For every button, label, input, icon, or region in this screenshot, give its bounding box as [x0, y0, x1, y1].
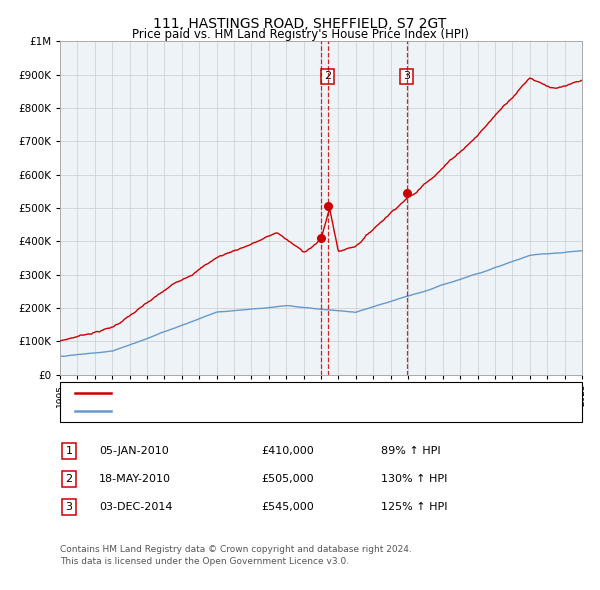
Text: 3: 3 [65, 502, 73, 512]
Text: 18-MAY-2010: 18-MAY-2010 [99, 474, 171, 484]
Text: HPI: Average price, detached house, Sheffield: HPI: Average price, detached house, Shef… [117, 405, 346, 415]
Text: 2: 2 [324, 71, 331, 81]
Text: 111, HASTINGS ROAD, SHEFFIELD, S7 2GT: 111, HASTINGS ROAD, SHEFFIELD, S7 2GT [154, 17, 446, 31]
Text: 130% ↑ HPI: 130% ↑ HPI [381, 474, 448, 484]
Text: 2: 2 [65, 474, 73, 484]
Text: £545,000: £545,000 [261, 502, 314, 512]
Text: 3: 3 [403, 71, 410, 81]
Text: 03-DEC-2014: 03-DEC-2014 [99, 502, 173, 512]
Text: Price paid vs. HM Land Registry's House Price Index (HPI): Price paid vs. HM Land Registry's House … [131, 28, 469, 41]
Text: 05-JAN-2010: 05-JAN-2010 [99, 447, 169, 456]
Text: 125% ↑ HPI: 125% ↑ HPI [381, 502, 448, 512]
Text: This data is licensed under the Open Government Licence v3.0.: This data is licensed under the Open Gov… [60, 557, 349, 566]
Text: 1: 1 [65, 447, 73, 456]
Text: 89% ↑ HPI: 89% ↑ HPI [381, 447, 440, 456]
Text: £505,000: £505,000 [261, 474, 314, 484]
Text: £410,000: £410,000 [261, 447, 314, 456]
Text: Contains HM Land Registry data © Crown copyright and database right 2024.: Contains HM Land Registry data © Crown c… [60, 545, 412, 555]
Text: 111, HASTINGS ROAD, SHEFFIELD, S7 2GT (detached house): 111, HASTINGS ROAD, SHEFFIELD, S7 2GT (d… [117, 388, 419, 398]
